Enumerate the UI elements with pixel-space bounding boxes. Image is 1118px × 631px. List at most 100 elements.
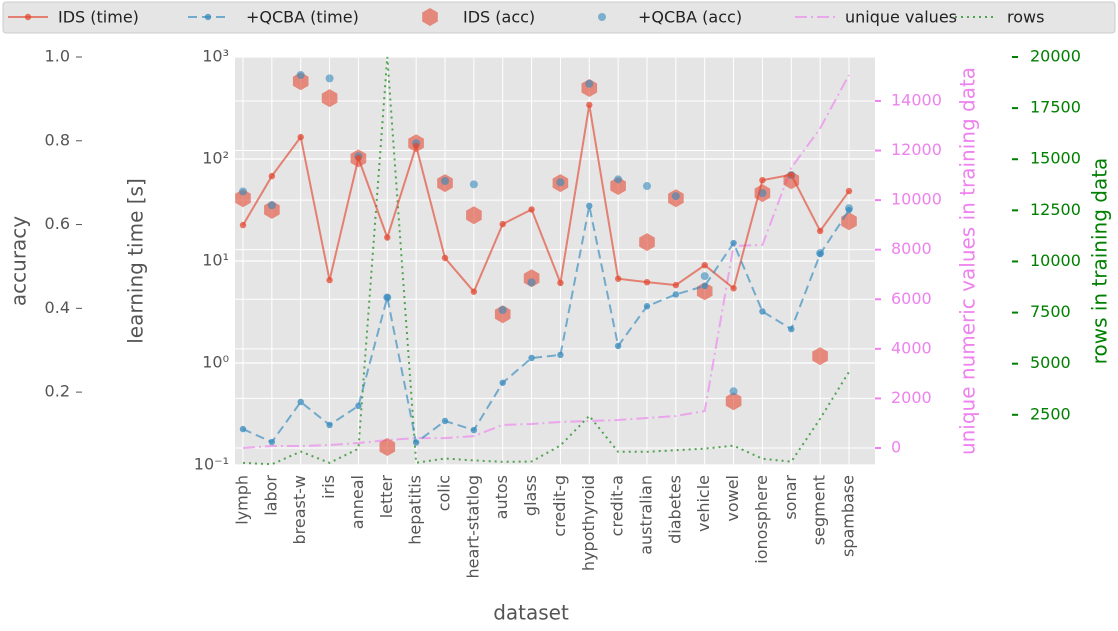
point	[470, 426, 478, 434]
series-line	[242, 205, 850, 445]
point	[384, 234, 391, 241]
grid	[235, 56, 875, 466]
x-tick-label: autos	[492, 475, 511, 519]
point	[297, 133, 304, 141]
unique-axis-label: unique numeric values in training data	[956, 67, 980, 455]
hexagon-point	[610, 177, 626, 195]
x-tick-label: ionosphere	[752, 475, 771, 564]
point	[701, 261, 708, 269]
x-tick-label: letter	[377, 475, 396, 519]
point	[268, 438, 276, 446]
point	[845, 187, 853, 195]
rows-tick-label: 2500	[1030, 404, 1071, 423]
point	[412, 439, 420, 446]
unique-tick-label: 10000	[891, 190, 942, 209]
point	[816, 227, 824, 235]
x-tick-label: heart-statlog	[463, 475, 482, 579]
point	[586, 101, 593, 109]
legend-marker	[204, 13, 212, 21]
accuracy-tick-label: 0.6	[45, 214, 70, 233]
x-tick-label: anneal	[348, 475, 367, 529]
x-tick-label: vehicle	[694, 475, 713, 532]
x-tick-label: credit-g	[550, 475, 569, 537]
series-line	[242, 104, 850, 294]
dot-point	[729, 387, 738, 396]
point	[730, 239, 737, 247]
point	[672, 281, 680, 289]
rows-axis-label: rows in training data	[1088, 158, 1112, 365]
unique-tick-label: 8000	[891, 239, 932, 258]
unique-tick-label: 0	[891, 437, 901, 456]
y-tick-label: 10⁻¹	[194, 455, 229, 474]
point	[788, 171, 795, 178]
point	[239, 221, 247, 229]
point	[268, 172, 276, 180]
hexagon-point	[235, 189, 251, 208]
time-axis-label: learning time [s]	[124, 178, 148, 344]
dot-point	[296, 71, 305, 80]
rows-tick-label: 10000	[1030, 251, 1081, 270]
legend-marker	[24, 13, 32, 21]
point	[557, 279, 564, 287]
accuracy-tick-label: 1.0	[45, 47, 70, 66]
dot-point	[325, 74, 334, 83]
point	[759, 308, 766, 315]
y-tick-label: 10⁰	[202, 353, 229, 372]
point	[441, 417, 449, 425]
x-tick-label: hepatitis	[406, 475, 425, 545]
legend-label: IDS (acc)	[463, 8, 535, 27]
point	[384, 294, 391, 301]
point	[326, 421, 333, 429]
point	[355, 154, 362, 162]
legend-label: IDS (time)	[58, 8, 139, 27]
dot-point	[556, 178, 565, 187]
legend-marker	[422, 8, 438, 26]
x-tick-label: diabetes	[665, 475, 684, 544]
x-tick-label: vowel	[723, 475, 742, 522]
hexagon-point	[379, 438, 396, 456]
point	[326, 276, 333, 284]
unique-tick-label: 12000	[891, 140, 942, 159]
point	[643, 278, 651, 286]
point	[730, 285, 737, 292]
point	[557, 351, 564, 359]
accuracy-tick-label: 0.8	[45, 130, 70, 149]
dot-point	[700, 272, 709, 281]
unique-tick-label: 6000	[891, 289, 932, 308]
rows-tick-label: 5000	[1030, 353, 1071, 372]
point	[586, 202, 593, 210]
unique-tick-label: 2000	[891, 388, 932, 407]
dot-point	[527, 278, 536, 287]
point	[701, 282, 708, 290]
legend-label: rows	[1007, 8, 1044, 27]
dot-point	[643, 182, 651, 191]
unique-tick-label: 4000	[891, 338, 932, 357]
hexagon-point	[639, 233, 655, 252]
point	[528, 206, 535, 213]
hexagon-point	[725, 392, 742, 411]
dot-point	[498, 306, 507, 315]
dot-point	[267, 201, 276, 210]
rows-tick-label: 12500	[1030, 200, 1081, 219]
legend-frame	[2, 1, 1116, 34]
x-tick-label: sonar	[781, 475, 800, 520]
legend-label: +QCBA (time)	[246, 8, 359, 27]
rows-tick-label: 15000	[1030, 149, 1081, 168]
legend-label: unique values	[845, 8, 957, 27]
x-tick-label: hypothyroid	[579, 475, 598, 571]
legend-label: +QCBA (acc)	[638, 8, 742, 27]
point	[499, 220, 506, 228]
dot-point	[671, 192, 680, 201]
point	[441, 254, 449, 262]
dot-point	[614, 175, 623, 184]
accuracy-tick-label: 0.2	[45, 382, 70, 401]
point	[412, 142, 420, 150]
series-line	[242, 56, 850, 466]
x-tick-label: credit-a	[608, 475, 627, 536]
legend-marker	[598, 13, 606, 21]
hexagon-point	[321, 89, 338, 108]
point	[672, 291, 680, 298]
x-tick-label: australian	[637, 475, 656, 555]
rows-tick-label: 20000	[1030, 47, 1081, 66]
x-tick-label: iris	[319, 475, 338, 499]
